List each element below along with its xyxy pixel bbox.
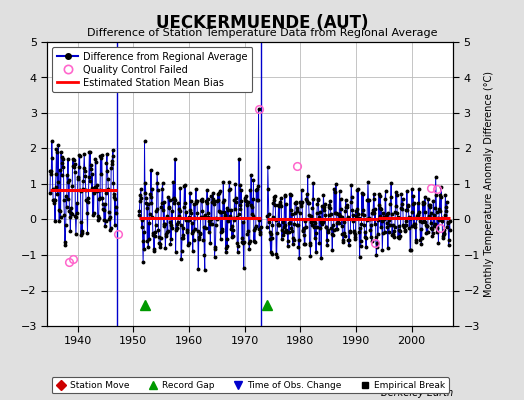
Text: UECKERMUENDE (AUT): UECKERMUENDE (AUT) [156, 14, 368, 32]
Y-axis label: Monthly Temperature Anomaly Difference (°C): Monthly Temperature Anomaly Difference (… [484, 71, 494, 297]
Text: Berkeley Earth: Berkeley Earth [381, 388, 453, 398]
Text: Difference of Station Temperature Data from Regional Average: Difference of Station Temperature Data f… [87, 28, 437, 38]
Legend: Difference from Regional Average, Quality Control Failed, Estimated Station Mean: Difference from Regional Average, Qualit… [52, 47, 253, 92]
Legend: Station Move, Record Gap, Time of Obs. Change, Empirical Break: Station Move, Record Gap, Time of Obs. C… [52, 377, 449, 394]
